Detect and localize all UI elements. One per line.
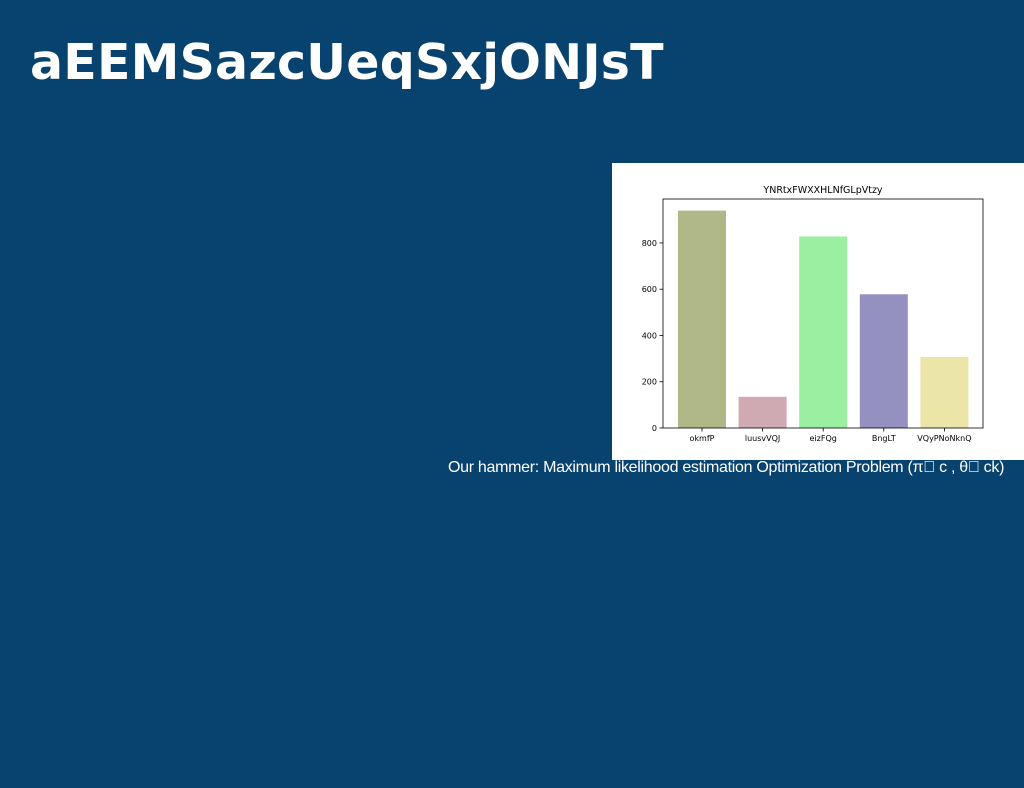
x-tick-label: VQyPNoNknQ: [917, 434, 971, 443]
plot-frame: [662, 198, 984, 429]
bars-layer: [678, 210, 969, 428]
x-tick-label: BngLT: [872, 434, 896, 443]
bar-luusvVQJ: [738, 396, 787, 428]
slide-caption: Our hammer: Maximum likelihood estimatio…: [448, 459, 1005, 476]
bar-eizFQg: [799, 236, 848, 428]
y-tick-label: 0: [652, 424, 657, 433]
bar-okmfP: [678, 210, 726, 428]
bar-VQyPNoNknQ: [920, 357, 969, 428]
bar-BngLT: [859, 294, 908, 428]
x-tick-label: okmfP: [690, 434, 715, 443]
x-axis: okmfP luusvVQJ eizFQg BngLT VQyPNoNknQ: [690, 428, 972, 443]
y-tick-label: 400: [642, 331, 657, 340]
y-tick-label: 200: [642, 378, 657, 387]
slide-title: aEEMSazcUeqSxjONJsT: [30, 34, 664, 91]
y-axis: 0 200 400 600 800: [642, 239, 663, 433]
y-tick-label: 800: [642, 239, 657, 248]
chart-panel: YNRtxFWXXHLNfGLpVtzy 0 200 400 600 800 okmfP…: [612, 163, 1024, 460]
x-tick-label: luusvVQJ: [745, 434, 780, 443]
chart-title: YNRtxFWXXHLNfGLpVtzy: [762, 185, 883, 196]
bar-chart: YNRtxFWXXHLNfGLpVtzy 0 200 400 600 800 okmfP…: [642, 185, 984, 443]
x-tick-label: eizFQg: [810, 434, 837, 443]
y-tick-label: 600: [642, 285, 657, 294]
